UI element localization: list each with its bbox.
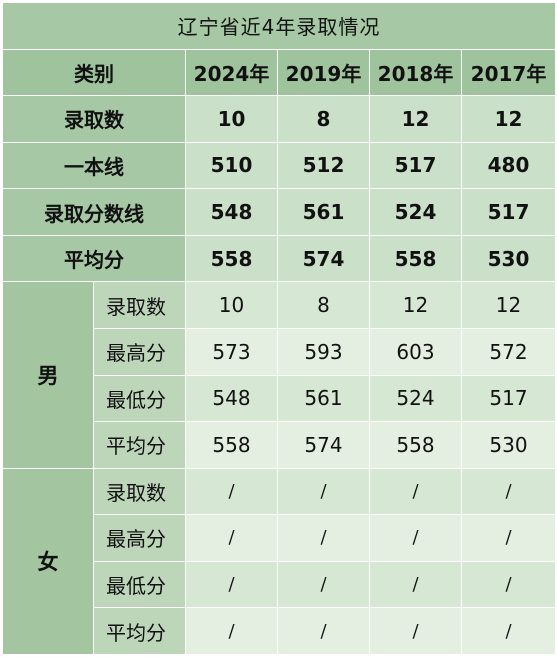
table-cell: 8 bbox=[277, 95, 370, 143]
table-cell: 558 bbox=[185, 234, 278, 283]
table-row: 最低分 / / / / bbox=[3, 560, 557, 609]
row-label: 录取数 bbox=[2, 95, 186, 143]
table-title: 辽宁省近4年录取情况 bbox=[1, 2, 557, 50]
table-cell: 512 bbox=[277, 141, 370, 190]
table-cell: 12 bbox=[369, 281, 462, 329]
row-label: 录取分数线 bbox=[2, 188, 186, 236]
table-cell: 517 bbox=[460, 188, 557, 236]
table-cell: 517 bbox=[369, 141, 462, 190]
table-row: 最高分 573 593 603 572 bbox=[3, 327, 557, 376]
row-label: 录取数 bbox=[93, 467, 186, 516]
table-cell: / bbox=[277, 560, 370, 609]
table-cell: 561 bbox=[277, 374, 370, 423]
table-row: 女 录取数 / / / / bbox=[2, 467, 557, 656]
table-row: 男 录取数 10 8 12 12 bbox=[2, 281, 557, 469]
table-cell: 573 bbox=[185, 327, 278, 376]
table-cell: / bbox=[369, 467, 462, 516]
table-cell: 558 bbox=[185, 421, 278, 469]
table-row: 最低分 548 561 524 517 bbox=[3, 374, 557, 423]
table-cell: / bbox=[369, 560, 462, 609]
table-cell: / bbox=[460, 607, 557, 655]
table-cell: 558 bbox=[369, 234, 462, 283]
row-label: 平均分 bbox=[2, 234, 186, 283]
header-year: 2017年 bbox=[460, 48, 557, 97]
table-cell: 603 bbox=[369, 327, 462, 376]
table-cell: / bbox=[185, 607, 278, 655]
table-row: 录取分数线 548 561 524 517 bbox=[2, 188, 557, 236]
table-cell: 480 bbox=[460, 141, 557, 190]
table-cell: 517 bbox=[460, 374, 557, 423]
table-cell: 8 bbox=[277, 281, 370, 329]
table-cell: 530 bbox=[460, 234, 557, 283]
table-cell: / bbox=[460, 560, 557, 609]
table-cell: 10 bbox=[185, 281, 278, 329]
table-cell: / bbox=[277, 467, 370, 516]
row-label: 录取数 bbox=[93, 281, 186, 329]
table-cell: 12 bbox=[369, 95, 462, 143]
header-year: 2024年 bbox=[185, 48, 278, 97]
table-cell: / bbox=[277, 607, 370, 655]
table-cell: 572 bbox=[460, 327, 557, 376]
table-cell: 548 bbox=[185, 374, 278, 423]
table-cell: / bbox=[277, 514, 370, 562]
table-row: 平均分 558 574 558 530 bbox=[3, 421, 557, 469]
row-label: 平均分 bbox=[93, 421, 186, 469]
table-cell: 558 bbox=[369, 421, 462, 469]
table-row: 平均分 558 574 558 530 bbox=[2, 234, 557, 283]
table-cell: / bbox=[185, 514, 278, 562]
header-year: 2018年 bbox=[369, 48, 462, 97]
table-row: 一本线 510 512 517 480 bbox=[2, 141, 557, 190]
header-row: 类别 2024年 2019年 2018年 2017年 bbox=[2, 48, 557, 97]
title-row: 辽宁省近4年录取情况 bbox=[1, 2, 557, 50]
row-label: 一本线 bbox=[2, 141, 186, 190]
group-label-male: 男 bbox=[2, 281, 94, 469]
table-cell: / bbox=[460, 467, 557, 516]
header-year: 2019年 bbox=[277, 48, 370, 97]
row-label: 最高分 bbox=[93, 327, 186, 376]
table-cell: / bbox=[369, 514, 462, 562]
table-cell: 12 bbox=[460, 95, 557, 143]
row-label: 平均分 bbox=[93, 607, 186, 655]
header-category: 类别 bbox=[2, 48, 186, 97]
table-cell: 548 bbox=[185, 188, 278, 236]
table-cell: 10 bbox=[185, 95, 278, 143]
row-label: 最低分 bbox=[93, 560, 186, 609]
table-cell: 593 bbox=[277, 327, 370, 376]
table-cell: 561 bbox=[277, 188, 370, 236]
table-row: 录取数 10 8 12 12 bbox=[2, 95, 557, 143]
table-cell: 574 bbox=[277, 421, 370, 469]
row-label: 最高分 bbox=[93, 514, 186, 562]
table-cell: 524 bbox=[369, 374, 462, 423]
table-row: 平均分 / / / / bbox=[3, 607, 557, 655]
table-cell: 12 bbox=[460, 281, 557, 329]
table-cell: 510 bbox=[185, 141, 278, 190]
table-cell: / bbox=[185, 560, 278, 609]
table-row: 最高分 / / / / bbox=[3, 514, 557, 562]
table-cell: 574 bbox=[277, 234, 370, 283]
group-label-female: 女 bbox=[2, 467, 94, 656]
table-cell: / bbox=[185, 467, 278, 516]
table-cell: 530 bbox=[460, 421, 557, 469]
table-cell: 524 bbox=[369, 188, 462, 236]
table-cell: / bbox=[460, 514, 557, 562]
row-label: 最低分 bbox=[93, 374, 186, 423]
table-cell: / bbox=[369, 607, 462, 655]
